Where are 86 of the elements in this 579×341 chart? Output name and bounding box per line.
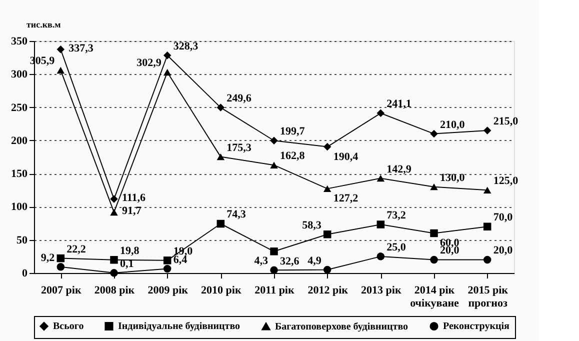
data-label: 111,6: [122, 192, 146, 204]
legend-label: Всього: [53, 321, 84, 332]
point: [56, 66, 65, 74]
point: [56, 263, 65, 271]
data-label: 4,3: [254, 255, 268, 268]
data-label: 175,3: [226, 142, 252, 154]
data-label: 328,3: [173, 40, 199, 52]
point: [323, 266, 332, 274]
data-label: 74,3: [226, 208, 246, 221]
point: [110, 269, 118, 277]
y-tick-label: 50: [16, 234, 28, 246]
point: [430, 229, 438, 238]
data-label: 25,0: [386, 241, 406, 254]
point: [430, 130, 438, 138]
point: [483, 186, 492, 194]
data-label: 19,8: [120, 244, 140, 257]
point: [216, 153, 225, 160]
point: [376, 174, 385, 182]
data-label: 249,6: [226, 92, 252, 105]
x-tick-label: 2008 рік: [94, 284, 136, 296]
data-label: 73,2: [386, 209, 406, 222]
point: [110, 208, 118, 216]
point: [483, 126, 492, 134]
x-tick-label: 2010 рік: [201, 284, 242, 296]
x-tick-label: 2015 рік прогноз: [468, 284, 509, 310]
y-tick-label: 150: [11, 168, 28, 180]
data-label: 302,9: [136, 57, 162, 70]
data-label: 142,9: [386, 163, 412, 176]
data-label: 190,4: [333, 150, 359, 163]
x-tick-label: 2014 рік очікуване: [410, 284, 460, 310]
x-tick-label: 2012 рік: [308, 284, 349, 296]
point: [270, 162, 278, 168]
point: [430, 256, 438, 264]
point: [216, 104, 225, 112]
data-label: 162,8: [280, 150, 306, 162]
legend-label: Індивідуальне будівництво: [118, 321, 240, 332]
point: [323, 230, 332, 238]
point: [110, 195, 118, 203]
data-label: 215,0: [493, 115, 519, 128]
data-label: 199,7: [280, 126, 306, 138]
point: [376, 109, 385, 118]
x-tick-label: 2011 рік: [254, 284, 295, 296]
y-tick-label: 100: [11, 201, 28, 214]
data-label: 91,7: [122, 205, 142, 218]
point: [270, 248, 278, 256]
data-label: 22,2: [66, 243, 86, 256]
x-tick-label: 2013 рік: [361, 284, 402, 296]
point: [483, 256, 492, 264]
data-label: 70,0: [493, 212, 514, 224]
point: [163, 256, 172, 264]
x-tick-label: 2007 рік: [41, 284, 82, 296]
point: [323, 185, 332, 192]
point: [270, 136, 278, 144]
y-tick-label: 0: [22, 268, 28, 280]
y-axis-title: тис.кв.м: [26, 20, 61, 30]
data-label: 20,0: [493, 244, 514, 257]
data-label: 58,3: [302, 219, 322, 232]
point: [56, 46, 65, 54]
point: [163, 264, 172, 273]
point: [163, 52, 172, 60]
data-label: 337,3: [68, 42, 94, 54]
point: [163, 68, 172, 76]
y-tick-label: 350: [11, 36, 28, 48]
point: [216, 220, 225, 228]
data-label: 0,1: [120, 258, 134, 270]
y-tick-label: 200: [11, 134, 28, 147]
data-label: 32,6: [280, 255, 300, 268]
data-label: 9,2: [40, 252, 56, 264]
data-label: 4,9: [308, 254, 322, 267]
data-label: 241,1: [386, 98, 412, 110]
point: [376, 252, 385, 260]
point: [483, 222, 492, 230]
point: [110, 256, 118, 264]
point: [56, 254, 65, 262]
data-label: 127,2: [333, 192, 359, 205]
data-label: 130,0: [440, 172, 466, 184]
legend-label: Багатоповерхове будівництво: [275, 321, 408, 332]
y-tick-label: 300: [11, 68, 28, 81]
data-label: 125,0: [493, 175, 519, 188]
point: [430, 183, 438, 190]
legend-label: Реконструкція: [443, 321, 510, 332]
point: [323, 142, 332, 151]
point: [376, 220, 385, 228]
y-tick-label: 250: [11, 102, 28, 114]
x-tick-label: 2009 рік: [148, 284, 189, 296]
data-label: 210,0: [440, 118, 466, 131]
